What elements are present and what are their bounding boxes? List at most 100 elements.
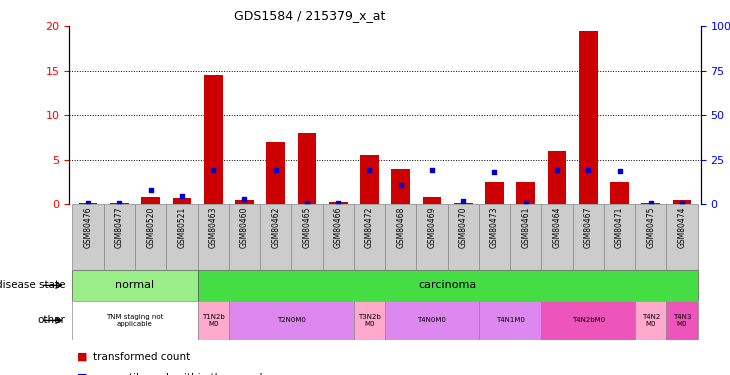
Point <box>239 196 250 202</box>
Bar <box>298 133 316 204</box>
Text: GSM80476: GSM80476 <box>84 206 93 248</box>
FancyBboxPatch shape <box>228 301 354 340</box>
Point <box>332 200 344 206</box>
Text: GSM80464: GSM80464 <box>553 206 561 248</box>
Bar <box>579 31 598 204</box>
FancyBboxPatch shape <box>72 301 198 340</box>
Bar <box>642 202 660 204</box>
Bar <box>266 142 285 204</box>
FancyBboxPatch shape <box>260 204 291 270</box>
Text: other: other <box>38 315 66 326</box>
Bar <box>360 155 379 204</box>
Text: GSM80463: GSM80463 <box>209 206 218 248</box>
Text: ■: ■ <box>77 373 87 375</box>
Text: GSM80473: GSM80473 <box>490 206 499 248</box>
Text: GSM80520: GSM80520 <box>146 206 155 248</box>
Text: GSM80465: GSM80465 <box>302 206 312 248</box>
Text: T4N2
M0: T4N2 M0 <box>642 314 660 327</box>
Text: GSM80475: GSM80475 <box>646 206 656 248</box>
Bar <box>610 182 629 204</box>
FancyBboxPatch shape <box>385 301 479 340</box>
Point <box>301 201 312 207</box>
Text: GSM80521: GSM80521 <box>177 206 186 248</box>
Bar <box>141 197 160 204</box>
Point <box>458 198 469 204</box>
FancyBboxPatch shape <box>666 204 698 270</box>
Point <box>520 201 531 207</box>
FancyBboxPatch shape <box>228 204 260 270</box>
Bar <box>423 197 442 204</box>
Bar <box>391 169 410 204</box>
Text: GSM80466: GSM80466 <box>334 206 342 248</box>
FancyBboxPatch shape <box>104 204 135 270</box>
Text: TNM staging not
applicable: TNM staging not applicable <box>107 314 164 327</box>
Point <box>645 201 656 207</box>
Text: carcinoma: carcinoma <box>418 280 477 290</box>
Bar <box>79 202 98 204</box>
Text: T2N0M0: T2N0M0 <box>277 317 306 323</box>
FancyBboxPatch shape <box>604 204 635 270</box>
Point <box>614 168 626 174</box>
FancyBboxPatch shape <box>72 270 198 301</box>
Bar <box>485 182 504 204</box>
Bar <box>204 75 223 204</box>
FancyBboxPatch shape <box>198 270 698 301</box>
FancyBboxPatch shape <box>416 204 447 270</box>
Bar <box>172 198 191 204</box>
FancyBboxPatch shape <box>447 204 479 270</box>
Point <box>583 166 594 172</box>
Text: GSM80471: GSM80471 <box>615 206 624 248</box>
Text: percentile rank within the sample: percentile rank within the sample <box>93 373 269 375</box>
Text: normal: normal <box>115 280 155 290</box>
FancyBboxPatch shape <box>198 204 228 270</box>
Text: T4N1M0: T4N1M0 <box>496 317 525 323</box>
Text: T4N2bM0: T4N2bM0 <box>572 317 605 323</box>
Text: T4N3
M0: T4N3 M0 <box>673 314 691 327</box>
FancyBboxPatch shape <box>385 204 416 270</box>
FancyBboxPatch shape <box>479 204 510 270</box>
Text: GSM80460: GSM80460 <box>240 206 249 248</box>
FancyBboxPatch shape <box>542 301 635 340</box>
Text: T1N2b
M0: T1N2b M0 <box>201 314 225 327</box>
Point <box>176 194 188 200</box>
Text: GSM80472: GSM80472 <box>365 206 374 248</box>
Text: GSM80470: GSM80470 <box>458 206 468 248</box>
FancyBboxPatch shape <box>354 301 385 340</box>
FancyBboxPatch shape <box>635 301 666 340</box>
FancyBboxPatch shape <box>72 204 104 270</box>
Point <box>114 201 126 207</box>
Bar <box>235 200 254 204</box>
Point <box>364 166 375 172</box>
Bar <box>672 200 691 204</box>
Point <box>395 182 407 188</box>
FancyBboxPatch shape <box>323 204 354 270</box>
Text: disease state: disease state <box>0 280 66 290</box>
Bar <box>516 182 535 204</box>
Point <box>488 170 500 176</box>
Bar <box>328 202 347 204</box>
FancyBboxPatch shape <box>666 301 698 340</box>
Text: GDS1584 / 215379_x_at: GDS1584 / 215379_x_at <box>234 9 385 22</box>
Text: GSM80468: GSM80468 <box>396 206 405 248</box>
Text: transformed count: transformed count <box>93 352 190 362</box>
FancyBboxPatch shape <box>354 204 385 270</box>
Text: ■: ■ <box>77 352 87 362</box>
FancyBboxPatch shape <box>510 204 542 270</box>
FancyBboxPatch shape <box>135 204 166 270</box>
FancyBboxPatch shape <box>542 204 572 270</box>
FancyBboxPatch shape <box>198 301 228 340</box>
Point <box>207 166 219 172</box>
Text: GSM80477: GSM80477 <box>115 206 124 248</box>
Point <box>551 166 563 172</box>
Point <box>270 166 282 172</box>
FancyBboxPatch shape <box>635 204 666 270</box>
Point <box>676 200 688 206</box>
FancyBboxPatch shape <box>291 204 323 270</box>
FancyBboxPatch shape <box>479 301 542 340</box>
Text: GSM80461: GSM80461 <box>521 206 530 248</box>
Point <box>82 201 94 207</box>
Text: GSM80467: GSM80467 <box>584 206 593 248</box>
Text: GSM80474: GSM80474 <box>677 206 686 248</box>
FancyBboxPatch shape <box>572 204 604 270</box>
Bar <box>548 151 566 204</box>
